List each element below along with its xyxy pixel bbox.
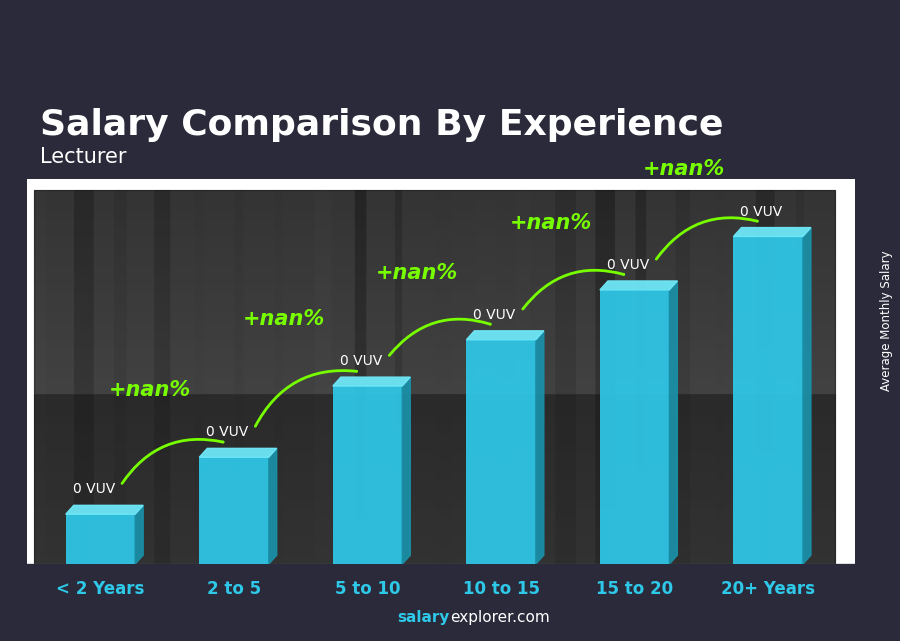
Polygon shape <box>66 505 143 514</box>
Polygon shape <box>466 331 544 340</box>
FancyArrowPatch shape <box>122 439 223 483</box>
Polygon shape <box>199 448 276 457</box>
Polygon shape <box>269 448 276 564</box>
Bar <box>734 237 803 564</box>
Text: Salary Comparison By Experience: Salary Comparison By Experience <box>40 108 724 142</box>
Polygon shape <box>734 228 811 237</box>
FancyArrowPatch shape <box>523 271 624 309</box>
Polygon shape <box>600 281 678 290</box>
FancyArrowPatch shape <box>256 370 356 426</box>
Text: +nan%: +nan% <box>376 263 458 283</box>
Polygon shape <box>803 228 811 564</box>
Text: explorer.com: explorer.com <box>450 610 550 625</box>
Text: +nan%: +nan% <box>242 309 325 329</box>
Polygon shape <box>670 281 678 564</box>
Text: 0 VUV: 0 VUV <box>206 426 248 440</box>
Text: 0 VUV: 0 VUV <box>607 258 649 272</box>
Polygon shape <box>333 377 410 386</box>
Bar <box>600 290 670 564</box>
Text: +nan%: +nan% <box>643 160 725 179</box>
Text: +nan%: +nan% <box>109 380 191 400</box>
Text: Lecturer: Lecturer <box>40 147 127 167</box>
Polygon shape <box>402 377 410 564</box>
Text: 0 VUV: 0 VUV <box>339 354 382 368</box>
Bar <box>199 457 269 564</box>
Bar <box>66 514 135 564</box>
Polygon shape <box>536 331 544 564</box>
Text: salary: salary <box>398 610 450 625</box>
FancyArrowPatch shape <box>656 218 757 259</box>
Text: 0 VUV: 0 VUV <box>73 483 115 496</box>
Text: 0 VUV: 0 VUV <box>473 308 516 322</box>
Text: +nan%: +nan% <box>509 213 591 233</box>
Bar <box>466 340 536 564</box>
FancyArrowPatch shape <box>390 319 490 355</box>
Bar <box>333 386 402 564</box>
Text: Average Monthly Salary: Average Monthly Salary <box>880 250 893 391</box>
Polygon shape <box>135 505 143 564</box>
Text: 0 VUV: 0 VUV <box>741 204 783 219</box>
